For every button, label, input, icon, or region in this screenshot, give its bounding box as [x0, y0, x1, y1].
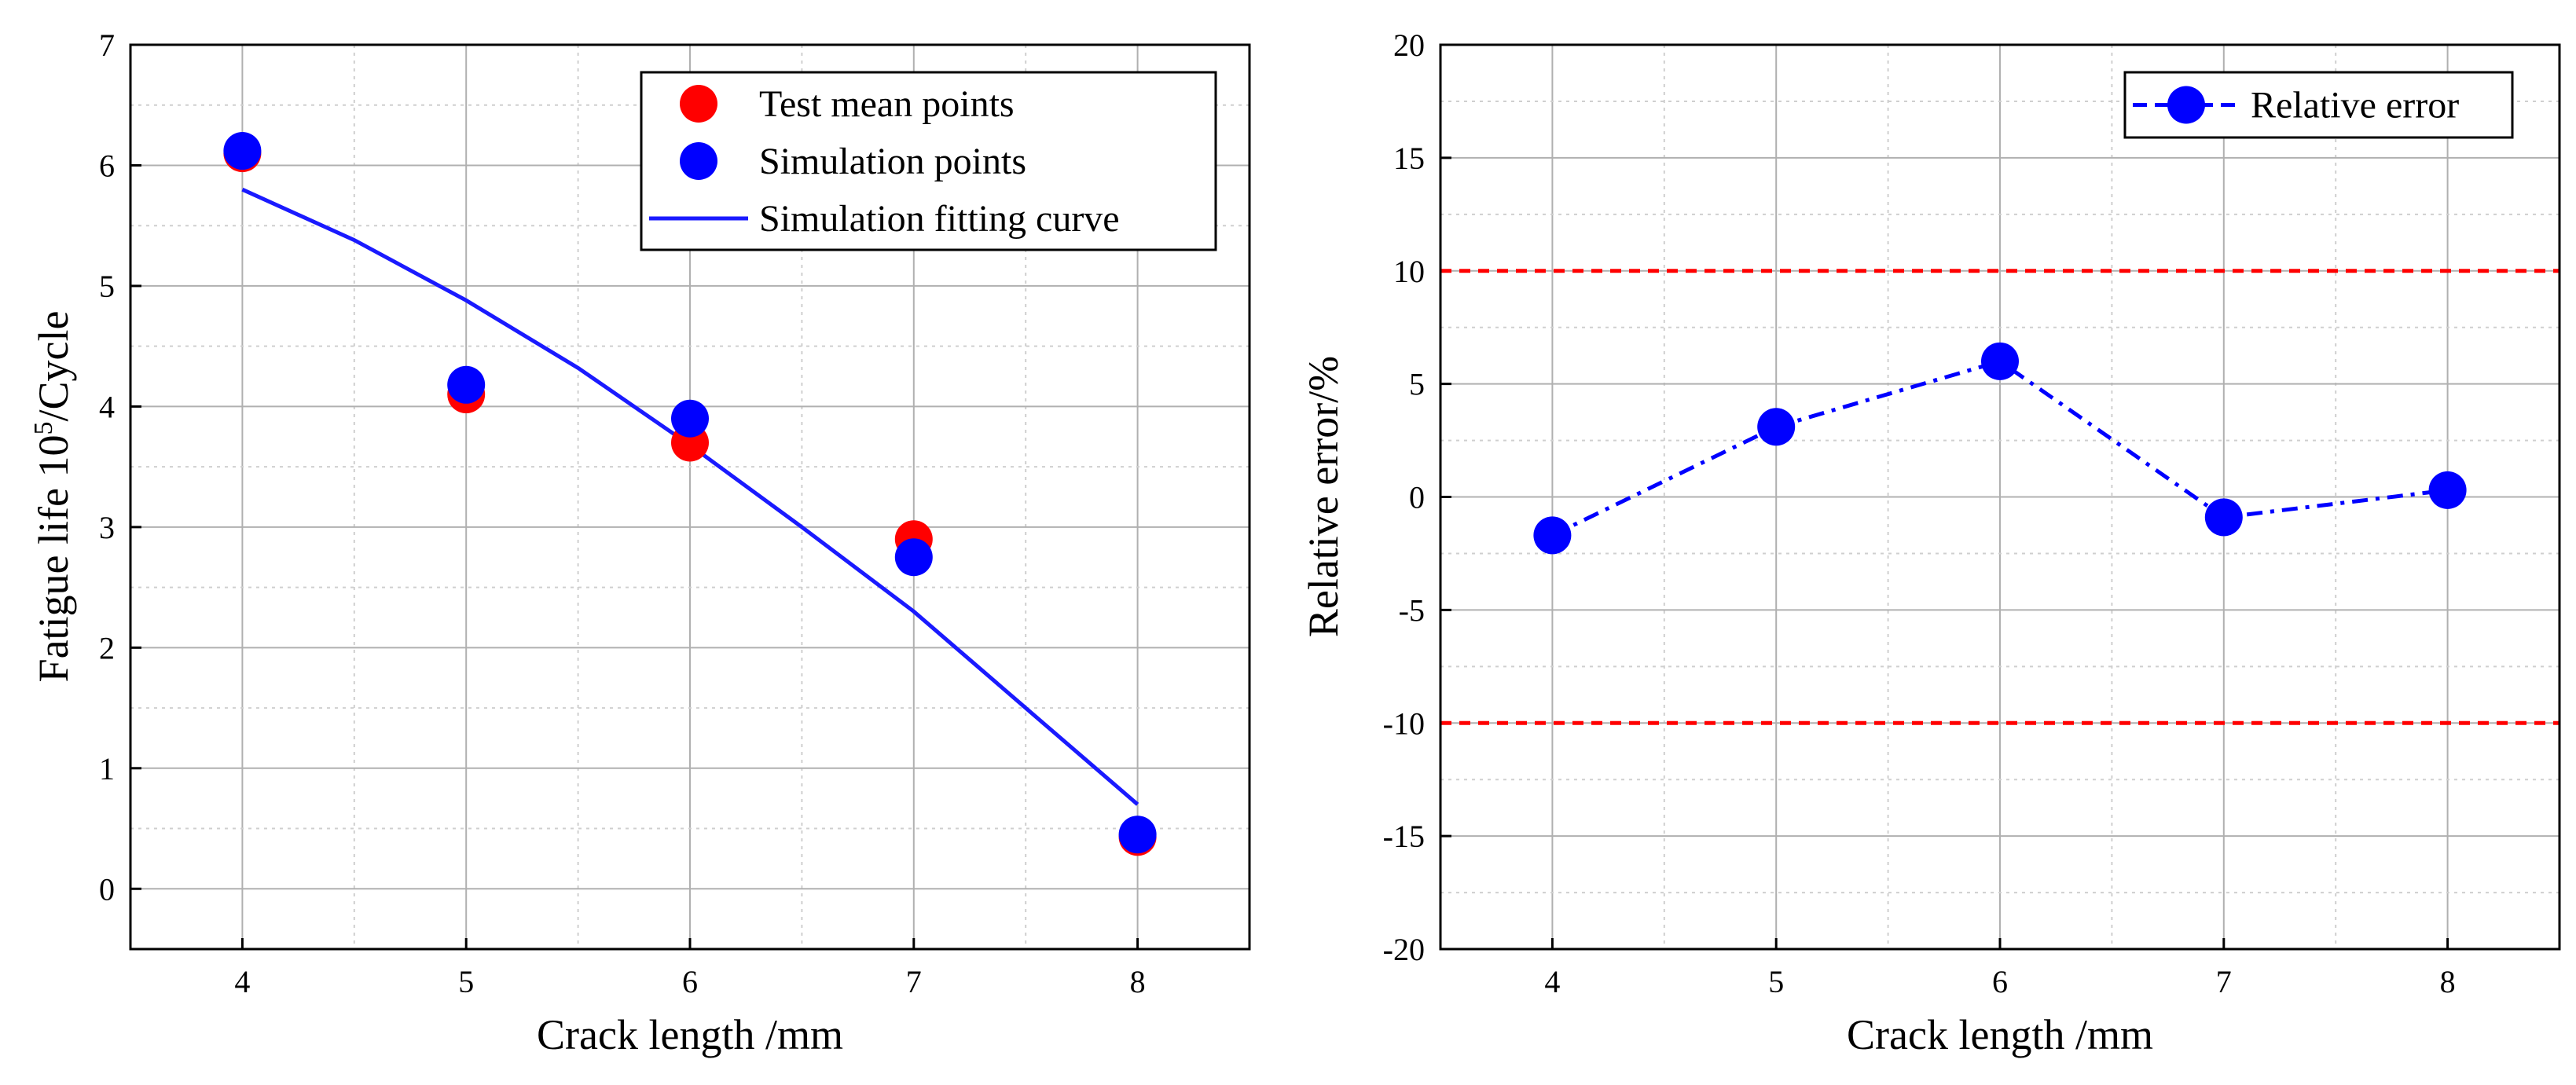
legend-label: Relative error: [2251, 85, 2459, 126]
series-layer: [1440, 269, 2559, 725]
x-tick-label: 8: [2440, 964, 2456, 999]
data-point: [2204, 498, 2243, 537]
data-point: [1533, 516, 1572, 555]
plot-frame: [129, 43, 1251, 951]
x-tick-label: 6: [1992, 964, 2008, 999]
y-axis-title-suffix: /Cycle: [30, 311, 77, 422]
data-point: [223, 132, 262, 170]
y-tick-label: 20: [1393, 27, 1425, 63]
data-point: [447, 365, 486, 404]
y-tick-label: -5: [1399, 592, 1425, 628]
y-tick-label: 4: [99, 389, 115, 424]
y-tick-label: 2: [99, 630, 115, 665]
axis-ticks: 4 5 6 7 8 -20 -15 -10 -5 0 5 10 15 20: [1383, 27, 2456, 999]
x-axis-title: Crack length /mm: [537, 1011, 843, 1058]
y-tick-label: -15: [1383, 819, 1425, 854]
data-point: [671, 399, 709, 438]
axis-ticks: 4 5 6 7 8 0 1 2 3 4 5 6 7: [99, 27, 1146, 999]
y-tick-label: -20: [1383, 932, 1425, 967]
legend: Relative error: [2123, 71, 2514, 139]
x-tick-label: 7: [2216, 964, 2232, 999]
legend-label: Simulation points: [759, 141, 1026, 182]
x-tick-label: 4: [234, 964, 250, 999]
error-series-line: [1551, 359, 2448, 537]
chart-fatigue-life: 4 5 6 7 8 0 1 2 3 4 5 6 7 Test mean points Simulation…: [29, 27, 1251, 1058]
legend-marker: [680, 142, 717, 180]
y-tick-label: 6: [99, 148, 115, 183]
y-tick-label: 5: [1409, 367, 1425, 402]
y-tick-label: 3: [99, 510, 115, 545]
series-layer: [223, 132, 1157, 856]
data-point: [1118, 816, 1157, 854]
plot-frame: [1439, 43, 2561, 951]
y-axis-title: Fatigue life 105/Cycle: [29, 311, 77, 683]
y-tick-label: 0: [99, 871, 115, 907]
data-point: [2428, 471, 2467, 509]
y-tick-label: -10: [1383, 706, 1425, 741]
y-axis-title-superscript: 5: [29, 422, 58, 435]
y-tick-label: 0: [1409, 480, 1425, 515]
x-tick-label: 6: [682, 964, 698, 999]
y-axis-title-main: Fatigue life 10: [30, 435, 77, 683]
y-tick-label: 10: [1393, 254, 1425, 289]
x-axis-title: Crack length /mm: [1847, 1011, 2153, 1058]
legend-label: Simulation fitting curve: [759, 198, 1120, 240]
x-tick-label: 4: [1544, 964, 1560, 999]
legend: Test mean points Simulation points Simulat…: [640, 71, 1217, 251]
x-tick-label: 5: [1768, 964, 1784, 999]
legend-label: Test mean points: [759, 83, 1015, 125]
data-point: [1757, 408, 1796, 446]
y-axis-title: Relative error/%: [1300, 356, 1347, 637]
data-point: [1981, 342, 2019, 380]
y-tick-label: 15: [1393, 141, 1425, 176]
y-tick-label: 1: [99, 751, 115, 786]
x-tick-label: 5: [458, 964, 474, 999]
x-tick-label: 8: [1130, 964, 1146, 999]
legend-marker: [680, 85, 717, 123]
data-point: [894, 538, 933, 577]
x-tick-label: 7: [906, 964, 922, 999]
y-tick-label: 5: [99, 269, 115, 304]
y-tick-label: 7: [99, 27, 115, 63]
legend-marker: [2167, 86, 2205, 124]
